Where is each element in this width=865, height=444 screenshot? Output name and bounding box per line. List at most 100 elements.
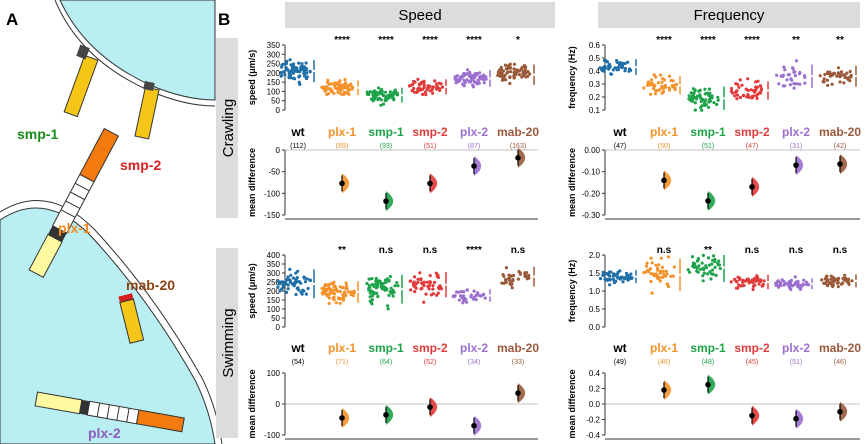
data-point [332, 292, 337, 296]
data-point [710, 268, 715, 272]
data-point [630, 276, 634, 280]
cell-bottom-membrane [0, 199, 223, 444]
data-point [749, 88, 753, 92]
group-n: (34) [468, 359, 480, 366]
data-point [365, 281, 369, 286]
y-axis-label: frequency (Hz) [567, 46, 577, 109]
data-point [424, 292, 428, 296]
data-point [504, 266, 508, 270]
bootstrap-distribution [752, 405, 760, 426]
swarm-plx-1 [320, 77, 355, 97]
data-point [601, 273, 605, 277]
data-point [384, 90, 388, 94]
data-point [737, 85, 741, 89]
data-point [618, 61, 622, 65]
data-point [504, 78, 508, 82]
data-point [612, 280, 617, 284]
data-point [701, 279, 705, 283]
data-point [615, 274, 619, 278]
data-point [848, 69, 852, 74]
swarm-mab-20 [496, 62, 532, 86]
data-point [701, 274, 705, 278]
data-point [755, 274, 759, 278]
swarm-smp-1 [687, 87, 720, 112]
data-point [421, 92, 425, 96]
data-point [439, 287, 443, 291]
significance: n.s [423, 245, 438, 256]
diff-y-tick-label: -0.30 [582, 211, 601, 220]
data-point [836, 285, 840, 289]
swarm-smp-2 [729, 77, 764, 101]
data-point [301, 66, 306, 70]
data-point [324, 283, 328, 287]
data-point [650, 83, 654, 87]
data-point [501, 273, 505, 277]
data-point [646, 268, 650, 272]
group-label: smp-2 [734, 341, 770, 355]
y-tick-label: 100 [267, 305, 281, 314]
data-point [435, 87, 439, 91]
data-point [661, 77, 665, 81]
data-point [474, 298, 478, 302]
group-n: (89) [336, 143, 348, 150]
label-smp-1: smp-1 [17, 126, 58, 142]
mean-diff-point [705, 381, 711, 388]
data-point [511, 273, 516, 278]
data-point [455, 290, 459, 294]
data-point [481, 74, 485, 78]
data-point [284, 66, 288, 70]
data-point [378, 89, 382, 94]
data-point [777, 82, 781, 86]
data-point [759, 88, 763, 92]
panel-letter-b: B [218, 10, 230, 29]
data-point [300, 62, 304, 66]
group-label: smp-2 [734, 125, 770, 139]
y-tick-label: 0.6 [589, 41, 601, 50]
data-point [477, 81, 481, 85]
data-point [733, 277, 737, 281]
data-point [783, 68, 787, 72]
data-point [648, 83, 652, 87]
data-point [301, 288, 305, 292]
data-point [297, 80, 301, 84]
data-point [609, 72, 614, 76]
data-point [416, 77, 420, 81]
data-point [702, 271, 707, 275]
data-point [458, 79, 462, 83]
data-point [787, 73, 791, 77]
data-point [762, 279, 766, 283]
data-point [393, 284, 397, 288]
data-point [741, 280, 745, 284]
diff-y-tick-label: 100 [267, 369, 281, 378]
data-point [345, 284, 349, 288]
data-point [424, 93, 428, 97]
data-point [621, 280, 625, 284]
data-point [462, 79, 466, 83]
data-point [279, 71, 283, 75]
data-point [436, 273, 440, 277]
data-point [526, 74, 530, 78]
data-point [291, 276, 296, 280]
data-point [351, 294, 355, 298]
data-point [393, 88, 397, 92]
data-point [370, 298, 374, 302]
data-point [371, 99, 375, 103]
data-point [476, 291, 480, 295]
mean-diff-point [661, 387, 667, 393]
data-point [843, 273, 847, 277]
bootstrap-distribution [342, 173, 350, 194]
data-point [381, 281, 385, 286]
panel-letter-a: A [6, 10, 18, 29]
bootstrap-distribution [664, 380, 672, 401]
data-point [528, 72, 532, 76]
group-n: (45) [746, 359, 758, 366]
significance: n.s [379, 245, 394, 256]
data-point [395, 93, 399, 97]
data-point [828, 281, 833, 286]
data-point [779, 284, 783, 288]
data-point [668, 88, 672, 92]
mean-diff-point [427, 180, 433, 187]
group-label: plx-1 [328, 125, 356, 139]
data-point [754, 88, 758, 92]
